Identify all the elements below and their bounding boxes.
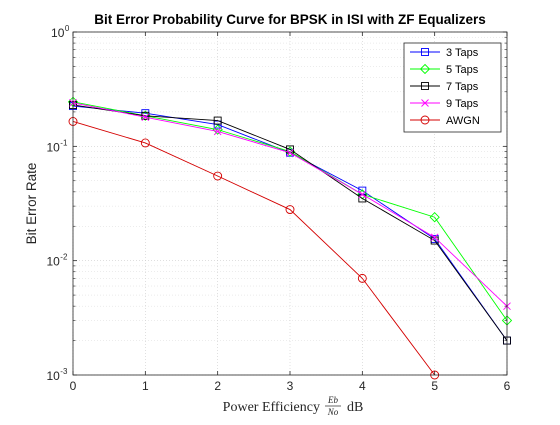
data-point-circle <box>285 205 295 214</box>
data-point-x <box>358 190 367 199</box>
y-tick-label-exponent: -3 <box>60 367 68 376</box>
legend: 3 Taps 5 Taps 7 Taps 9 Taps AWGN <box>403 42 502 133</box>
data-point-diamond <box>419 63 431 75</box>
x-tick-label: 5 <box>431 379 438 393</box>
y-tick-label: 10 -3 <box>46 367 68 383</box>
x-tick-label: 0 <box>70 379 77 393</box>
series-line <box>72 104 508 341</box>
data-point-square <box>421 48 429 56</box>
data-point-square <box>141 111 150 120</box>
legend-entry: 5 Taps <box>410 63 479 76</box>
legend-label: 7 Taps <box>446 81 479 93</box>
legend-label: 3 Taps <box>446 47 479 59</box>
legend-entry: 3 Taps <box>410 47 479 59</box>
x-tick-label: 3 <box>287 379 294 393</box>
y-tick-label-base: 10 <box>46 140 60 154</box>
data-point-diamond <box>429 212 440 223</box>
legend-entry: AWGN <box>410 115 480 127</box>
series-layer <box>67 96 513 380</box>
y-tick-label-exponent: -1 <box>60 138 68 147</box>
data-point-x <box>421 99 429 107</box>
y-tick-label: 10 0 <box>51 24 70 40</box>
x-tick-label: 4 <box>359 379 366 393</box>
y-tick-label-base: 10 <box>46 369 60 383</box>
legend-items: 3 Taps 5 Taps 7 Taps 9 Taps AWGN <box>410 47 480 127</box>
legend-entry: 9 Taps <box>410 98 479 110</box>
data-point-x <box>141 113 150 121</box>
x-tick-label: 1 <box>142 379 149 393</box>
legend-entry: 7 Taps <box>410 81 479 93</box>
data-point-square <box>213 116 222 125</box>
x-axis-label-fraction-denominator: No <box>327 407 339 417</box>
y-tick-label: 10 -2 <box>46 253 68 269</box>
legend-label: 9 Taps <box>446 98 479 110</box>
y-axis-label: Bit Error Rate <box>24 163 39 245</box>
x-axis-label: Power Efficiency Eb No dB <box>223 395 364 417</box>
x-tick-label: 2 <box>214 379 221 393</box>
data-point-square <box>213 120 222 129</box>
y-tick-label: 10 -1 <box>46 138 68 154</box>
data-point-circle <box>420 115 430 125</box>
chart-title: Bit Error Probability Curve for BPSK in … <box>94 12 486 27</box>
data-point-circle <box>213 171 223 181</box>
data-point-x <box>430 233 439 242</box>
legend-label: 5 Taps <box>446 64 479 76</box>
y-tick-label-exponent: -2 <box>60 253 68 262</box>
series-line <box>72 121 436 376</box>
y-tick-label-exponent: 0 <box>65 24 70 33</box>
x-axis-label-prefix: Power Efficiency <box>223 400 320 415</box>
data-point-x <box>286 148 294 157</box>
y-tick-label-base: 10 <box>51 26 65 40</box>
legend-label: AWGN <box>446 115 480 127</box>
data-point-square <box>421 82 429 90</box>
data-point-circle <box>357 273 367 283</box>
x-axis-label-suffix: dB <box>347 400 363 415</box>
data-point-x <box>213 127 222 136</box>
x-axis-label-fraction-numerator: Eb <box>327 395 338 405</box>
x-tick-label: 6 <box>504 379 511 393</box>
legend-box <box>403 42 502 133</box>
y-tick-label-base: 10 <box>46 255 60 269</box>
series-9-taps <box>69 99 511 310</box>
data-point-circle <box>140 138 150 148</box>
